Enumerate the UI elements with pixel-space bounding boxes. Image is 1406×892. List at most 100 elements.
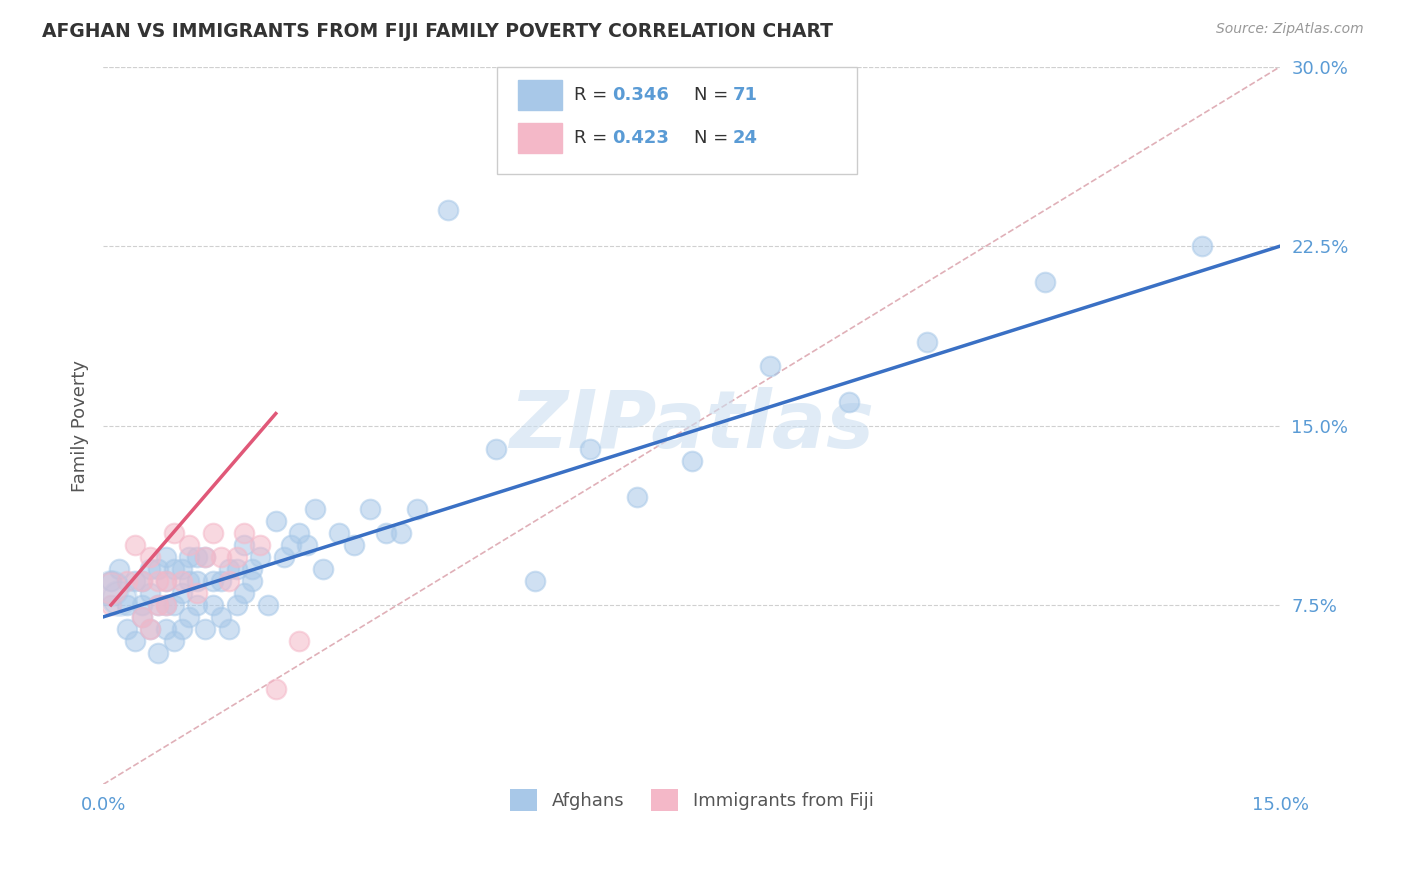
Point (139, 562, 162, 576)
Point (249, 550, 271, 565)
Point (179, 550, 201, 565)
Text: ZIPatlas: ZIPatlas (509, 386, 875, 465)
Point (209, 574, 232, 588)
Point (100, 598, 122, 612)
Text: 0.346: 0.346 (612, 87, 669, 104)
Point (225, 550, 247, 565)
Text: 0.423: 0.423 (612, 129, 669, 147)
Point (179, 574, 201, 588)
Point (170, 562, 193, 576)
Point (201, 526, 224, 541)
Point (838, 394, 860, 409)
Text: N =: N = (695, 129, 734, 147)
Point (146, 598, 169, 612)
Point (146, 574, 169, 588)
Point (131, 574, 153, 588)
Point (437, 203, 460, 218)
Text: 71: 71 (733, 87, 758, 104)
Point (146, 646, 169, 660)
Point (124, 574, 146, 588)
Point (295, 538, 318, 552)
FancyBboxPatch shape (498, 67, 856, 174)
Point (155, 550, 177, 565)
Point (146, 562, 169, 576)
Point (201, 598, 224, 612)
Point (304, 502, 326, 516)
Point (523, 574, 546, 588)
Point (328, 526, 350, 541)
Point (249, 538, 271, 552)
Point (139, 622, 162, 636)
Point (759, 359, 782, 373)
Point (389, 526, 412, 541)
Point (139, 586, 162, 600)
Point (374, 526, 396, 541)
Point (264, 514, 287, 528)
Text: 24: 24 (733, 129, 758, 147)
Point (186, 586, 208, 600)
Point (186, 598, 208, 612)
Point (312, 562, 335, 576)
Point (209, 610, 232, 624)
Point (108, 562, 131, 576)
Point (264, 681, 287, 696)
Point (233, 586, 256, 600)
Point (484, 442, 506, 457)
Point (225, 598, 247, 612)
Point (124, 538, 146, 552)
Point (170, 574, 193, 588)
Text: N =: N = (695, 87, 734, 104)
Point (1033, 275, 1056, 289)
Point (100, 581, 122, 595)
Text: R =: R = (574, 129, 613, 147)
Point (233, 538, 256, 552)
Point (179, 610, 201, 624)
Point (194, 550, 217, 565)
Point (155, 574, 177, 588)
Text: AFGHAN VS IMMIGRANTS FROM FIJI FAMILY POVERTY CORRELATION CHART: AFGHAN VS IMMIGRANTS FROM FIJI FAMILY PO… (42, 22, 834, 41)
Point (626, 491, 648, 505)
Point (100, 574, 122, 588)
Point (240, 574, 263, 588)
Point (179, 538, 201, 552)
Point (186, 550, 208, 565)
Point (155, 622, 177, 636)
Point (115, 622, 138, 636)
Bar (517, 80, 562, 111)
Point (1191, 239, 1213, 253)
Point (146, 598, 169, 612)
Point (115, 598, 138, 612)
Point (163, 598, 186, 612)
Point (288, 526, 311, 541)
Point (406, 502, 429, 516)
Point (257, 598, 280, 612)
Point (681, 454, 703, 468)
Point (163, 633, 186, 648)
Point (359, 502, 381, 516)
Point (343, 538, 366, 552)
Point (131, 610, 153, 624)
Text: Source: ZipAtlas.com: Source: ZipAtlas.com (1216, 22, 1364, 37)
Point (218, 562, 240, 576)
Point (186, 574, 208, 588)
Point (218, 574, 240, 588)
Point (108, 591, 131, 605)
Point (273, 550, 295, 565)
Point (194, 550, 217, 565)
Point (131, 598, 153, 612)
Point (155, 598, 177, 612)
Point (233, 526, 256, 541)
Point (124, 633, 146, 648)
Text: R =: R = (574, 87, 613, 104)
Point (155, 598, 177, 612)
Point (578, 442, 600, 457)
Point (139, 550, 162, 565)
Point (115, 574, 138, 588)
Legend: Afghans, Immigrants from Fiji: Afghans, Immigrants from Fiji (495, 775, 889, 826)
Point (240, 562, 263, 576)
Point (155, 574, 177, 588)
Point (170, 622, 193, 636)
Point (225, 562, 247, 576)
Point (280, 538, 302, 552)
Bar (517, 123, 562, 153)
